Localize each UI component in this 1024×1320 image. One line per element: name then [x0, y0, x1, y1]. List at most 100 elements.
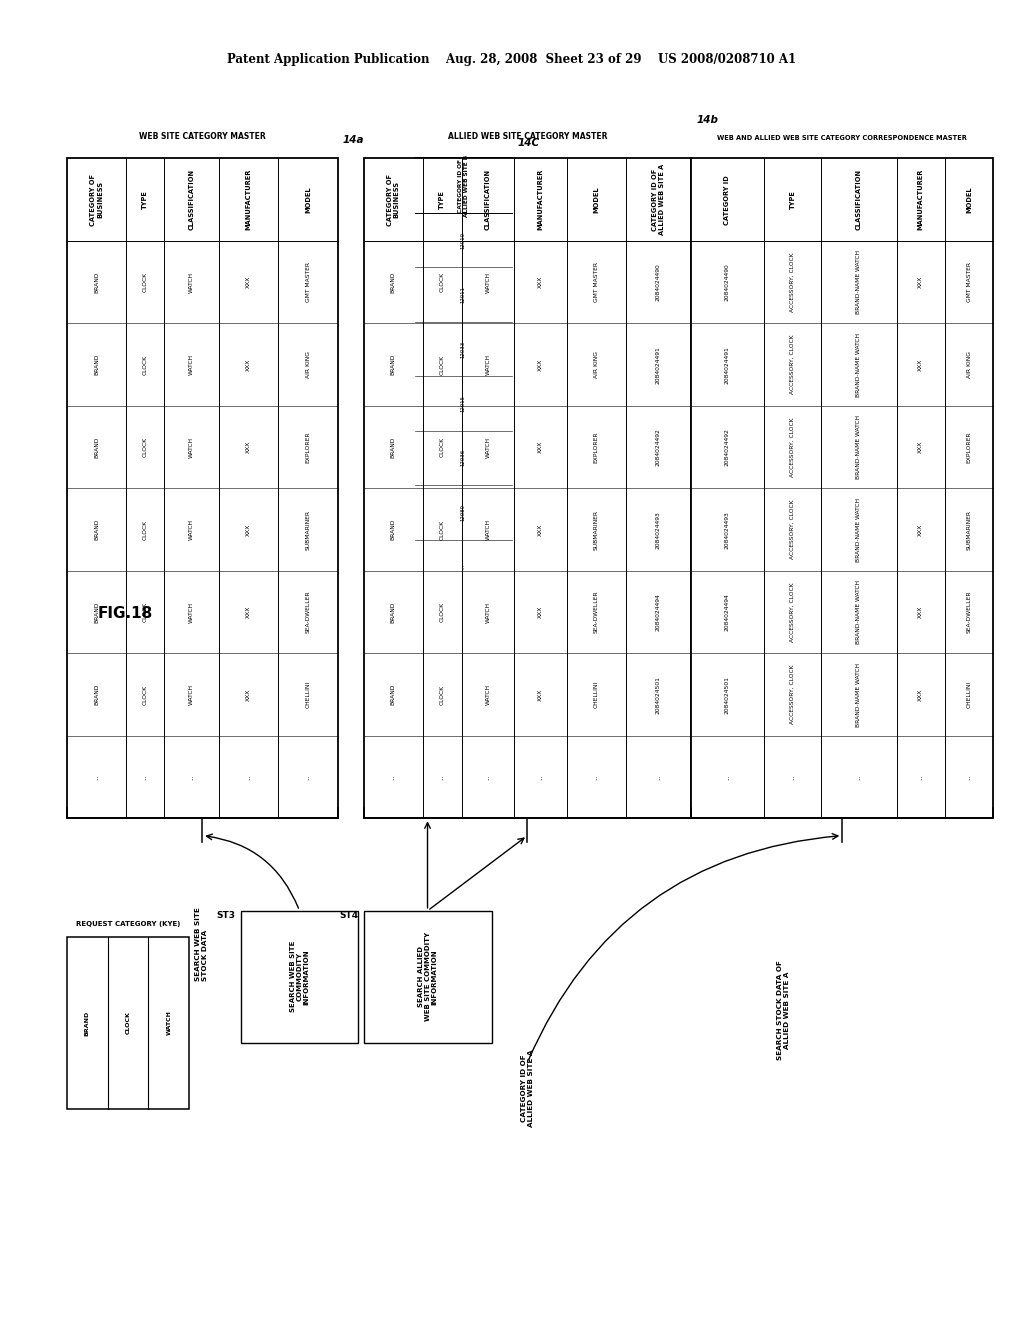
Text: SUBMARINER: SUBMARINER: [967, 510, 972, 549]
Text: SEARCH WEB SITE
STOCK DATA: SEARCH WEB SITE STOCK DATA: [195, 907, 208, 981]
Text: SUBMARINER: SUBMARINER: [305, 510, 310, 549]
Text: 2084024501: 2084024501: [656, 676, 660, 714]
Text: ...: ...: [305, 775, 310, 780]
Text: ACCESSORY, CLOCK: ACCESSORY, CLOCK: [790, 500, 795, 560]
Text: GMT MASTER: GMT MASTER: [594, 263, 599, 302]
Text: WATCH: WATCH: [485, 519, 490, 540]
Text: CLOCK: CLOCK: [142, 437, 147, 457]
Text: XXX: XXX: [246, 276, 251, 288]
Text: ST4: ST4: [339, 911, 358, 920]
Text: 14a: 14a: [343, 135, 365, 145]
Text: 2084024491: 2084024491: [725, 346, 730, 384]
Text: ...: ...: [538, 775, 543, 780]
Text: CHELLINI: CHELLINI: [305, 681, 310, 709]
Text: CHELLINI: CHELLINI: [967, 681, 972, 709]
Text: 12015: 12015: [461, 395, 466, 412]
Text: 2084024490: 2084024490: [725, 263, 730, 301]
Text: AIR KING: AIR KING: [967, 351, 972, 378]
Text: TYPE: TYPE: [439, 190, 445, 209]
Text: BRAND: BRAND: [390, 272, 395, 293]
Text: TYPE: TYPE: [790, 190, 796, 209]
Text: MODEL: MODEL: [966, 186, 972, 213]
Text: CATEGORY ID: CATEGORY ID: [724, 174, 730, 224]
Text: XXX: XXX: [538, 524, 543, 536]
Text: 2084024490: 2084024490: [656, 263, 660, 301]
Text: BRAND: BRAND: [94, 519, 99, 540]
Text: TYPE: TYPE: [142, 190, 148, 209]
Text: XXX: XXX: [919, 359, 924, 371]
Text: ...: ...: [390, 775, 395, 780]
Text: 12010: 12010: [461, 231, 466, 248]
Text: ...: ...: [790, 775, 795, 780]
Text: WATCH: WATCH: [188, 602, 194, 623]
Text: BRAND: BRAND: [390, 602, 395, 623]
Text: XXX: XXX: [919, 276, 924, 288]
Text: 14b: 14b: [696, 115, 718, 125]
Text: WATCH: WATCH: [188, 354, 194, 375]
Text: SEA-DWELLER: SEA-DWELLER: [305, 591, 310, 634]
Text: 2084024501: 2084024501: [725, 676, 730, 714]
Text: ALLIED WEB SITE CATEGORY MASTER: ALLIED WEB SITE CATEGORY MASTER: [447, 132, 607, 141]
Text: 2084024494: 2084024494: [725, 593, 730, 631]
Text: SEARCH ALLIED
WEB SITE COMMODITY
INFORMATION: SEARCH ALLIED WEB SITE COMMODITY INFORMA…: [418, 932, 437, 1022]
Text: SEA-DWELLER: SEA-DWELLER: [967, 591, 972, 634]
Text: XXX: XXX: [919, 524, 924, 536]
Text: WATCH: WATCH: [485, 602, 490, 623]
Text: ...: ...: [856, 775, 861, 780]
Text: CLASSIFICATION: CLASSIFICATION: [188, 169, 195, 230]
Text: XXX: XXX: [246, 606, 251, 618]
Text: CLASSIFICATION: CLASSIFICATION: [485, 169, 492, 230]
Text: CLOCK: CLOCK: [126, 1011, 130, 1035]
Text: CLOCK: CLOCK: [142, 685, 147, 705]
Text: AIR KING: AIR KING: [305, 351, 310, 378]
Text: MODEL: MODEL: [593, 186, 599, 213]
Text: CLASSIFICATION: CLASSIFICATION: [856, 169, 862, 230]
Text: EXPLORER: EXPLORER: [967, 432, 972, 463]
Text: 12011: 12011: [461, 286, 466, 304]
Text: Patent Application Publication    Aug. 28, 2008  Sheet 23 of 29    US 2008/02087: Patent Application Publication Aug. 28, …: [227, 53, 797, 66]
Text: ...: ...: [461, 564, 466, 569]
Text: MANUFACTURER: MANUFACTURER: [538, 169, 544, 230]
Text: 12089: 12089: [461, 504, 466, 521]
Text: CLOCK: CLOCK: [439, 272, 444, 292]
Text: BRAND-NAME WATCH: BRAND-NAME WATCH: [856, 498, 861, 561]
Text: MODEL: MODEL: [305, 186, 311, 213]
Text: WEB AND ALLIED WEB SITE CATEGORY CORRESPONDENCE MASTER: WEB AND ALLIED WEB SITE CATEGORY CORRESP…: [717, 135, 968, 141]
Text: BRAND: BRAND: [390, 354, 395, 375]
Text: BRAND-NAME WATCH: BRAND-NAME WATCH: [856, 333, 861, 396]
Text: CLOCK: CLOCK: [439, 602, 444, 622]
Text: BRAND: BRAND: [94, 602, 99, 623]
Text: CLOCK: CLOCK: [142, 520, 147, 540]
Text: GMT MASTER: GMT MASTER: [967, 263, 972, 302]
Text: BRAND: BRAND: [85, 1010, 89, 1036]
Text: ACCESSORY, CLOCK: ACCESSORY, CLOCK: [790, 582, 795, 642]
Text: WATCH: WATCH: [188, 684, 194, 705]
Text: BRAND: BRAND: [94, 272, 99, 293]
Text: XXX: XXX: [246, 359, 251, 371]
Text: WEB SITE CATEGORY MASTER: WEB SITE CATEGORY MASTER: [139, 132, 265, 141]
Text: BRAND: BRAND: [390, 684, 395, 705]
Text: XXX: XXX: [246, 689, 251, 701]
Text: ...: ...: [439, 775, 444, 780]
Text: CATEGORY OF
BUSINESS: CATEGORY OF BUSINESS: [90, 174, 102, 226]
Text: XXX: XXX: [919, 441, 924, 453]
Text: BRAND-NAME WATCH: BRAND-NAME WATCH: [856, 663, 861, 726]
Text: BRAND: BRAND: [94, 684, 99, 705]
Text: WATCH: WATCH: [485, 272, 490, 293]
Text: 2084024493: 2084024493: [656, 511, 660, 549]
Text: MANUFACTURER: MANUFACTURER: [918, 169, 924, 230]
Text: ST3: ST3: [216, 911, 236, 920]
Text: BRAND: BRAND: [94, 437, 99, 458]
Text: WATCH: WATCH: [188, 437, 194, 458]
Bar: [691, 158, 993, 818]
Text: XXX: XXX: [919, 689, 924, 701]
Text: CLOCK: CLOCK: [439, 355, 444, 375]
Text: ...: ...: [656, 775, 660, 780]
Text: ACCESSORY, CLOCK: ACCESSORY, CLOCK: [790, 252, 795, 312]
Text: CATEGORY ID OF
ALLIED WEB SITE B: CATEGORY ID OF ALLIED WEB SITE B: [458, 154, 469, 216]
Text: 2084024493: 2084024493: [725, 511, 730, 549]
Bar: [241, 911, 358, 1043]
Text: BRAND: BRAND: [390, 437, 395, 458]
Text: XXX: XXX: [538, 276, 543, 288]
Text: ...: ...: [594, 775, 599, 780]
